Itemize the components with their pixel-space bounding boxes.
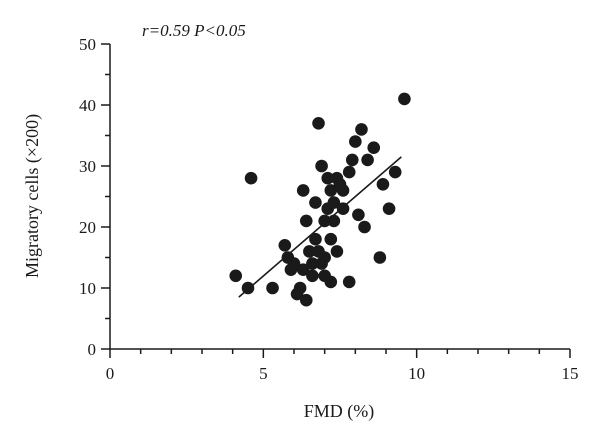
data-point	[296, 184, 310, 197]
data-point	[373, 251, 387, 264]
y-tick-label: 10	[79, 279, 96, 298]
data-point	[336, 184, 350, 197]
y-axis-title: Migratory cells (×200)	[22, 114, 43, 278]
x-tick-label: 0	[106, 364, 115, 383]
data-point	[324, 275, 338, 289]
data-point	[327, 196, 341, 209]
y-tick-label: 50	[79, 35, 96, 54]
data-point	[315, 159, 328, 173]
data-point	[398, 92, 411, 106]
data-point	[345, 153, 359, 167]
x-ticks: 0 5 10 15	[106, 349, 579, 383]
data-point	[327, 214, 341, 228]
data-point	[376, 178, 390, 191]
data-point	[342, 165, 356, 179]
data-point	[382, 202, 396, 215]
data-point	[349, 135, 362, 148]
data-point	[266, 281, 279, 295]
axes	[109, 44, 570, 350]
trend-line	[238, 156, 402, 298]
y-ticks: 0 10 20 30 40 50	[79, 35, 110, 359]
x-tick-label: 15	[562, 364, 579, 383]
x-axis-title: FMD (%)	[304, 401, 375, 422]
correlation-annotation: r=0.59 P<0.05	[142, 21, 246, 40]
data-points	[229, 92, 411, 307]
y-tick-label: 0	[88, 340, 97, 359]
data-point	[321, 171, 335, 185]
data-point	[299, 214, 313, 228]
data-point	[358, 220, 371, 234]
data-point	[388, 165, 402, 179]
data-point	[324, 184, 338, 197]
data-point	[229, 269, 243, 283]
data-point	[324, 232, 338, 246]
data-point	[336, 202, 350, 215]
data-point	[367, 141, 381, 154]
data-point	[296, 263, 310, 277]
data-point	[303, 245, 316, 258]
data-point	[278, 239, 292, 252]
data-point	[309, 196, 322, 209]
data-point	[299, 293, 313, 307]
data-point	[287, 257, 301, 270]
x-tick-label: 5	[259, 364, 268, 383]
data-point	[330, 245, 344, 258]
data-point	[355, 123, 368, 136]
data-point	[318, 251, 331, 264]
data-point	[293, 281, 307, 295]
data-point	[244, 171, 258, 185]
data-point	[312, 117, 325, 130]
data-point	[352, 208, 365, 222]
data-point	[306, 257, 319, 270]
data-point	[309, 232, 322, 246]
y-tick-label: 40	[79, 96, 96, 115]
data-point	[318, 214, 331, 228]
y-tick-label: 20	[79, 218, 96, 237]
data-point	[342, 275, 356, 289]
data-point	[306, 269, 319, 283]
y-tick-label: 30	[79, 157, 96, 176]
x-tick-label: 10	[408, 364, 425, 383]
data-point	[361, 153, 374, 167]
